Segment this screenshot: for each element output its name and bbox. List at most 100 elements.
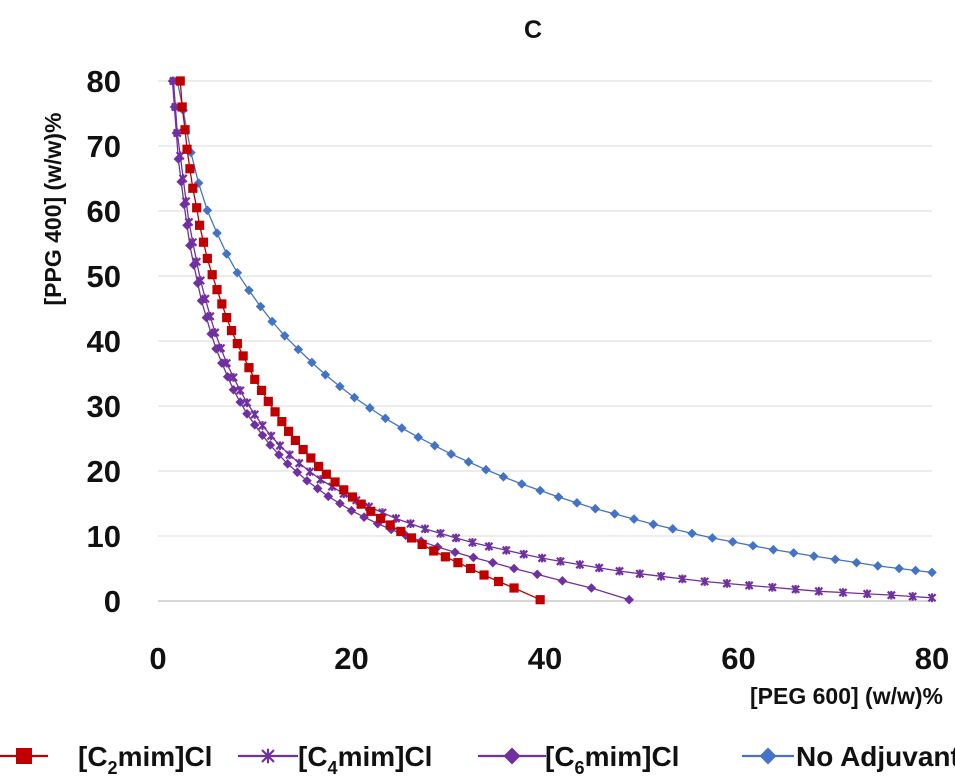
data-point [465,563,476,574]
data-point [217,358,227,368]
data-point [277,417,287,427]
data-point [202,205,213,216]
data-point [656,571,666,581]
data-point [298,444,308,455]
legend-label: [C2mim]Cl [78,741,212,778]
data-point [385,520,395,530]
data-point [275,441,285,451]
data-point [493,576,504,587]
x-tick-label: 20 [334,641,368,676]
legend-label-subscript: 4 [328,758,338,778]
data-point [285,450,294,460]
data-point [266,431,276,441]
data-point [250,410,260,419]
legend-label-subscript: 6 [575,758,585,778]
y-tick-label: 10 [87,519,121,554]
data-point [910,565,921,576]
data-point [814,586,824,596]
legend-label-text: mim]Cl [118,741,213,772]
data-point [256,385,267,395]
data-point [193,178,204,188]
data-point [180,125,190,135]
data-point [927,567,937,578]
data-point [306,453,316,463]
series-3 [172,76,937,578]
data-point [212,228,222,238]
data-point [228,384,239,395]
data-point [556,556,565,566]
legend-item: [C6mim]Cl [478,741,679,778]
data-point [323,491,334,502]
data-point [453,558,463,568]
data-point [212,285,222,295]
data-point [255,301,266,312]
data-point [222,371,233,382]
data-point [307,357,317,368]
data-point [908,592,918,601]
data-point [201,312,212,323]
legend-label: [C4mim]Cl [298,741,432,778]
data-point [809,551,819,561]
y-tick-label: 50 [87,259,121,294]
data-point [270,407,280,417]
data-point [429,440,440,451]
data-point [169,102,180,112]
data-point [292,467,303,478]
data-point [519,549,529,559]
legend-label-text: [C [78,741,108,772]
data-point [767,582,777,592]
data-point [535,595,545,605]
series-group [167,76,937,605]
y-tick-label: 30 [87,389,121,424]
data-point [484,542,494,551]
legend-label-text: [C [545,741,575,772]
data-point [302,475,312,486]
data-point [335,498,345,509]
data-point [244,363,254,373]
data-point [196,295,207,306]
data-point [185,164,195,174]
data-point [397,423,407,433]
data-point [182,144,192,154]
data-point [198,237,209,247]
data-point [305,467,315,477]
legend-label-subscript: 2 [108,758,118,778]
data-point [226,326,237,336]
data-point [537,553,547,563]
data-point [222,358,232,368]
data-point [235,386,245,395]
y-tick-label: 80 [87,64,121,99]
data-point [335,381,345,392]
series-line [176,80,933,574]
data-point [282,459,293,469]
data-point [791,584,800,594]
legend-label-text: mim]Cl [585,741,680,772]
data-point [267,316,277,327]
data-point [594,563,604,573]
data-point [232,339,242,349]
data-point [188,260,199,270]
data-point [294,458,304,468]
data-point [290,435,300,446]
data-point [217,299,227,309]
data-point [635,569,645,579]
data-point [238,351,248,361]
legend-label: [C6mim]Cl [545,741,679,778]
data-point [258,421,267,430]
data-point [768,544,779,555]
data-point [479,570,489,580]
data-point [274,449,284,460]
y-tick-label: 20 [87,454,121,489]
legend-label-text: No Adjuvant [796,741,955,772]
data-point [501,545,511,555]
data-point [406,533,417,543]
x-tick-label: 0 [149,641,166,676]
legend-item: [C2mim]Cl [0,741,212,778]
data-point [188,183,198,193]
x-tick-label: 60 [721,641,755,676]
data-point [707,533,718,543]
y-axis-title: [PPG 400] (w/w)% [40,113,66,306]
legend-marker [759,747,777,765]
data-point [221,249,232,259]
data-point [722,579,732,588]
